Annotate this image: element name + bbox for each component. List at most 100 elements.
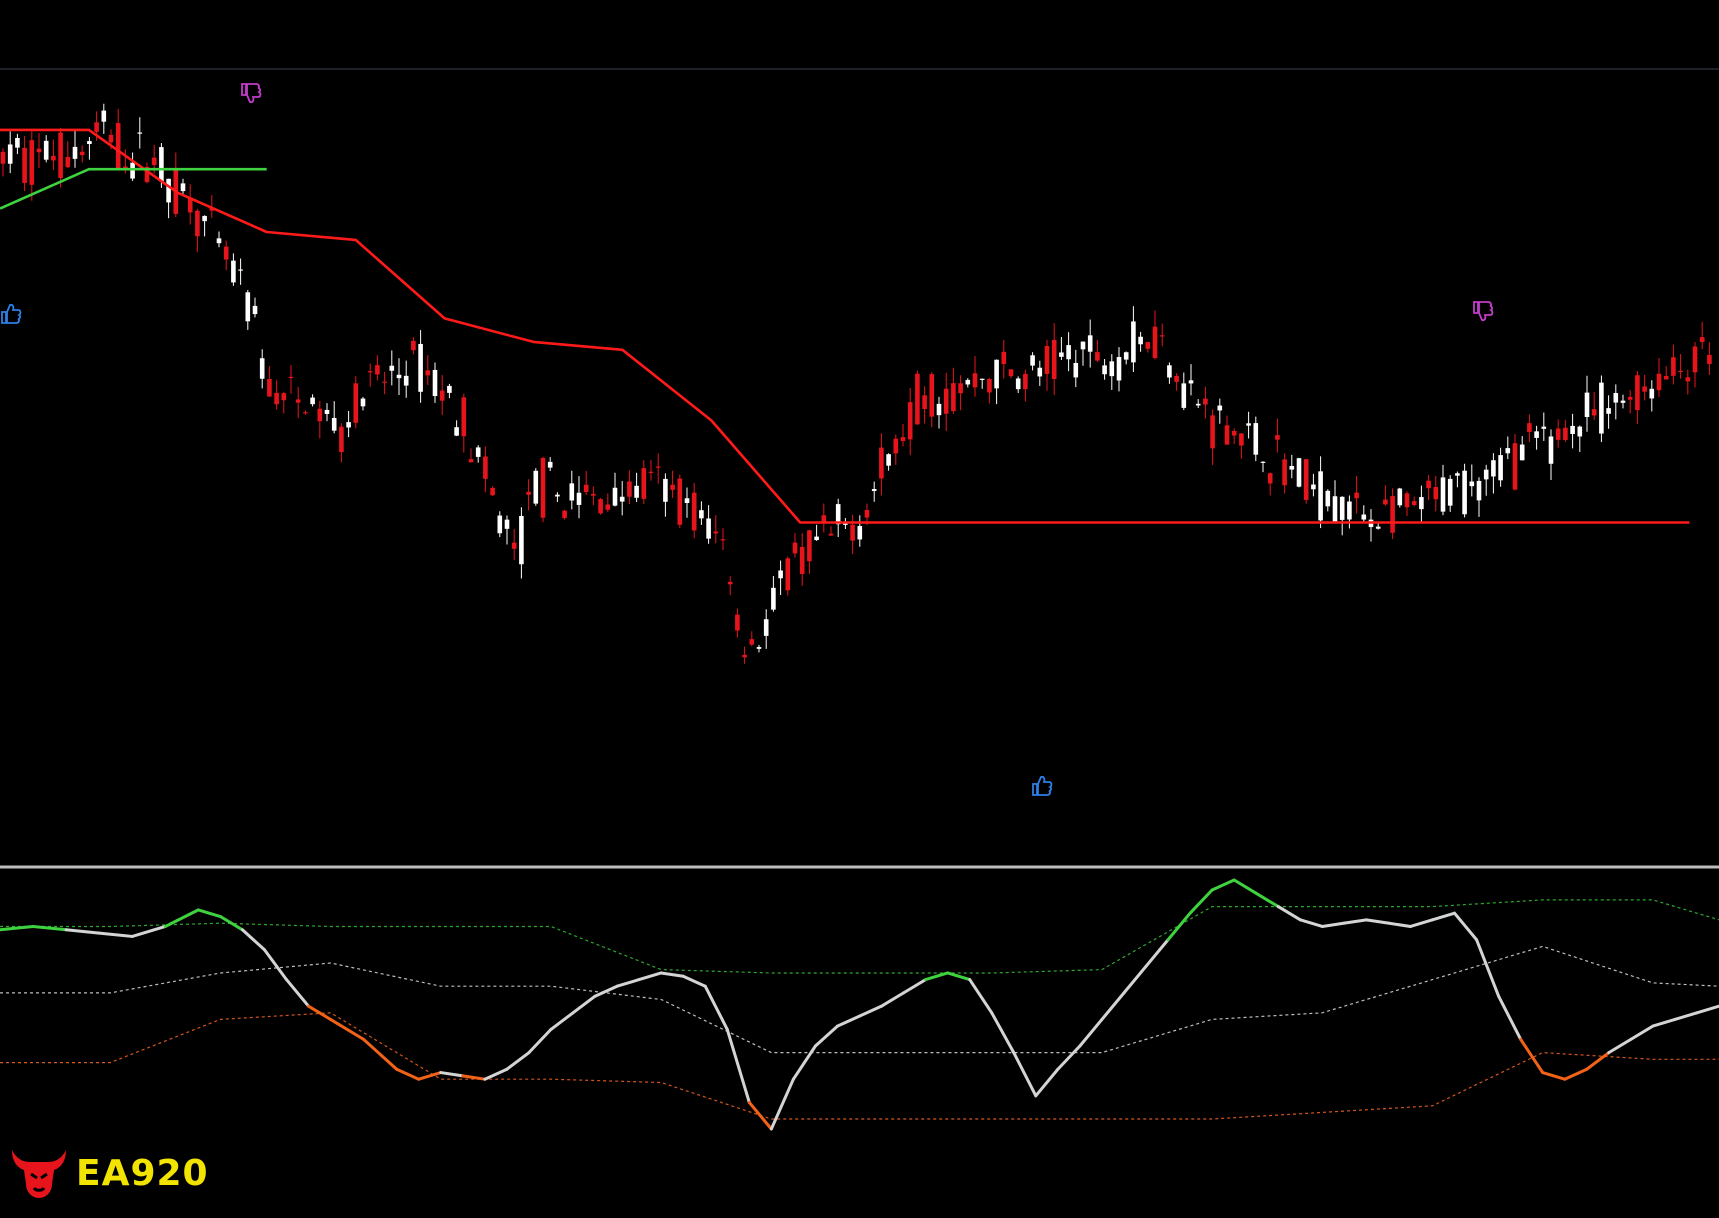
oscillator-segment (1497, 994, 1523, 1041)
oscillator-segment (1188, 888, 1214, 915)
bull-candle (72, 146, 78, 159)
oscillator-segment (946, 971, 972, 982)
bull-candle (1469, 481, 1475, 487)
bear-candle (22, 147, 27, 183)
bear-candle (1095, 352, 1100, 361)
bull-candle (1123, 352, 1129, 360)
bear-candle (583, 484, 589, 492)
oscillator-segment (527, 1027, 553, 1055)
buy-signal-icon (1032, 775, 1053, 796)
bull-candle (965, 379, 971, 385)
bull-candle (87, 141, 92, 145)
bull-candle (979, 378, 985, 380)
bear-candle (1512, 443, 1518, 490)
oscillator-segment (637, 971, 663, 982)
oscillator-segment (659, 971, 685, 978)
middle_band-line (0, 945, 1719, 1054)
oscillator-segment (813, 1024, 839, 1048)
bear-candle (1023, 373, 1028, 390)
oscillator-segment (615, 978, 641, 988)
bear-candle (1275, 435, 1280, 440)
bull-candle (1059, 352, 1064, 357)
bull-candle (1138, 336, 1143, 345)
bull-candle (1318, 471, 1323, 521)
bull-candle (1246, 423, 1251, 426)
bear-candle (195, 210, 200, 237)
oscillator-segment (1651, 1017, 1677, 1028)
bear-candle (1671, 357, 1676, 376)
bear-candle (439, 390, 445, 401)
bull-candle (252, 305, 258, 315)
bull-candle (1613, 393, 1619, 403)
bull-candle (994, 359, 999, 389)
bear-candle (591, 493, 596, 496)
bear-candle (922, 395, 927, 410)
bear-candle (468, 459, 474, 463)
oscillator-segment (1100, 991, 1126, 1021)
bear-candle (943, 388, 949, 414)
bear-candle (1663, 375, 1669, 380)
bear-candle (1210, 415, 1215, 449)
bear-candle (1203, 398, 1208, 405)
bear-candle (375, 365, 380, 375)
sell-signal-icon (1473, 301, 1494, 322)
bull-candle (1325, 490, 1331, 507)
oscillator-segment (703, 984, 729, 1031)
bear-candle (972, 373, 978, 388)
lower_stop-line (0, 167, 267, 210)
bear-candle (1231, 430, 1237, 436)
upper_band-line (0, 899, 1719, 974)
bear-candle (1404, 493, 1410, 508)
oscillator-segment (395, 1067, 421, 1081)
bear-candle (1707, 354, 1712, 364)
bear-candle (828, 533, 834, 536)
bear-candle (281, 393, 287, 401)
bear-candle (51, 155, 56, 161)
bear-candle (36, 148, 42, 153)
bull-candle (547, 461, 553, 468)
oscillator-segment (505, 1051, 531, 1071)
bull-candle (1483, 469, 1489, 480)
oscillator-segment (218, 915, 244, 932)
oscillator-segment (990, 1011, 1016, 1055)
bull-candle (763, 619, 769, 636)
oscillator-segment (1056, 1044, 1082, 1071)
bear-candle (511, 542, 517, 549)
bull-candle (475, 447, 481, 457)
bull-candle (137, 132, 143, 134)
bear-candle (108, 134, 114, 143)
bear-candle (1692, 346, 1698, 373)
bull-candle (555, 494, 560, 497)
bear-candle (1699, 337, 1705, 343)
oscillator-segment (1320, 921, 1346, 928)
bull-candle (324, 409, 330, 414)
bear-candle (0, 151, 6, 164)
oscillator-segment (1519, 1037, 1545, 1075)
bull-candle (1073, 363, 1079, 378)
bull-candle (238, 269, 243, 271)
oscillator-segment (1166, 911, 1192, 942)
bear-candle (807, 530, 812, 562)
bull-candle (1606, 408, 1611, 414)
oscillator-segment (681, 974, 707, 988)
bull-candle (43, 140, 49, 160)
bull-candle (202, 215, 207, 222)
oscillator-segment (1210, 878, 1236, 892)
bull-candle (1066, 345, 1071, 360)
bull-candle (1289, 465, 1295, 470)
bull-candle (1296, 458, 1302, 487)
bull-candle (936, 403, 942, 416)
bull-candle (1311, 484, 1316, 490)
oscillator-segment (285, 978, 311, 1008)
bull-candle (886, 454, 891, 466)
bear-candle (1354, 492, 1359, 499)
bull-candle (7, 144, 13, 164)
bull-candle (15, 138, 20, 148)
bull-candle (166, 178, 171, 203)
bear-candle (94, 122, 99, 132)
oscillator-segment (1012, 1051, 1038, 1098)
oscillator-segment (858, 1004, 884, 1018)
bear-candle (58, 132, 63, 178)
bear-candle (288, 376, 294, 379)
